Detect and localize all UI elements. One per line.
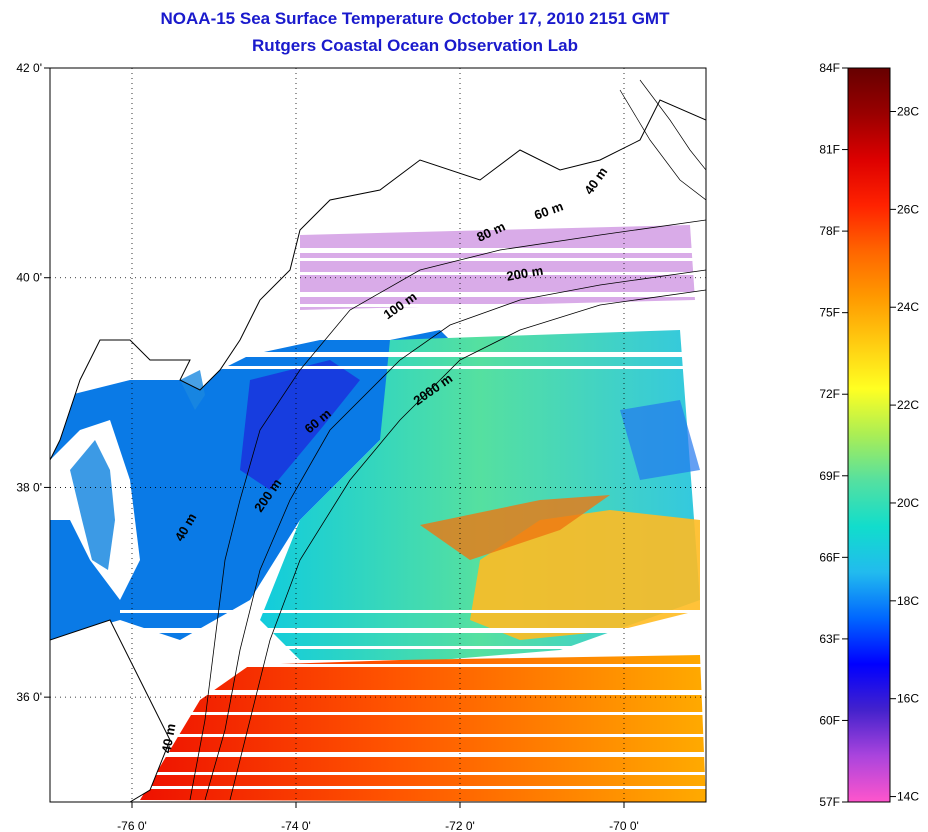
temperature-colorbar: 84F 81F 78F 75F 72F 69F 66F 63F 60F 57F 28C 26C 24C 2…: [819, 61, 919, 809]
colorbar-f-label: 66F: [819, 550, 840, 564]
swath-gap-stripe: [120, 772, 706, 775]
swath-gap-stripe: [120, 366, 706, 369]
isobath-label: 40 m: [159, 722, 179, 754]
sst-north-purple-band: [300, 225, 695, 310]
coastline: [50, 99, 706, 461]
title-line-1: NOAA-15 Sea Surface Temperature October …: [160, 9, 670, 28]
lon-tick-label: -72 0': [445, 819, 475, 832]
colorbar-c-label: 22C: [897, 398, 919, 412]
sst-offshore-blue-band: [620, 400, 700, 480]
colorbar-f-label: 84F: [819, 61, 840, 75]
sst-shelf-water: [50, 330, 470, 640]
lat-tick-label: 40 0': [16, 271, 42, 285]
lat-tick-label: 38 0': [16, 480, 42, 494]
sst-warm-eddy: [470, 510, 700, 640]
colorbar-f-label: 78F: [819, 224, 840, 238]
swath-gap-stripe: [120, 258, 706, 261]
sst-warm-filament: [420, 495, 610, 560]
swath-gap-stripes: [120, 248, 706, 789]
lon-tick-label: -76 0': [117, 819, 147, 832]
swath-gap-stripe: [120, 752, 706, 757]
swath-gap-stripe: [120, 734, 706, 737]
colorbar-c-label: 20C: [897, 496, 919, 510]
colorbar-c-label: 26C: [897, 202, 919, 216]
coastline-south: [50, 619, 171, 802]
latitude-axis: 42 0' 40 0' 38 0' 36 0': [16, 61, 50, 704]
swath-gap-stripe: [120, 646, 706, 649]
swath-gap-stripe: [120, 712, 706, 715]
swath-gap-stripe: [120, 664, 706, 667]
colorbar-c-label: 16C: [897, 692, 919, 706]
carolina-coast-land: [50, 620, 170, 802]
colorbar-f-label: 69F: [819, 469, 840, 483]
isobath-lines-2000m: [229, 289, 706, 801]
colorbar-c-label: 24C: [897, 300, 919, 314]
colorbar-c-label: 28C: [897, 104, 919, 118]
title-line-2: Rutgers Coastal Ocean Observation Lab: [252, 36, 578, 55]
swath-gap-stripe: [120, 272, 706, 275]
isobath-label: 200 m: [505, 263, 544, 284]
lon-tick-label: -70 0': [609, 819, 639, 832]
swath-gap-stripe: [120, 610, 706, 613]
land-mass: [50, 68, 706, 460]
swath-gap-stripe: [120, 352, 706, 357]
isobath-lines-north: [189, 219, 706, 801]
colorbar-c-label: 18C: [897, 594, 919, 608]
swath-gap-stripe: [120, 690, 706, 695]
delaware-bay-water: [180, 370, 205, 410]
colorbar-f-label: 81F: [819, 143, 840, 157]
swath-gap-stripe: [120, 304, 706, 307]
swath-gap-stripe: [120, 248, 706, 253]
lat-tick-label: 42 0': [16, 61, 42, 75]
lon-tick-label: -74 0': [281, 819, 311, 832]
colorbar-gradient: [847, 67, 891, 803]
colorbar-f-label: 75F: [819, 306, 840, 320]
swath-gap-stripe: [120, 318, 706, 321]
sst-cold-coastal-core: [240, 360, 360, 490]
isobath-lines-northeast: [619, 79, 706, 201]
isobath-label: 60 m: [532, 198, 565, 222]
colorbar-f-label: 57F: [819, 795, 840, 809]
colorbar-f-label: 60F: [819, 713, 840, 727]
colorbar-c-label: 14C: [897, 790, 919, 804]
swath-gap-stripe: [120, 786, 706, 789]
colorbar-f-label: 63F: [819, 632, 840, 646]
colorbar-f-label: 72F: [819, 387, 840, 401]
lat-tick-label: 36 0': [16, 690, 42, 704]
longitude-axis: -76 0' -74 0' -72 0' -70 0': [117, 802, 639, 832]
swath-gap-stripe: [120, 292, 706, 297]
map-frame: [49, 67, 707, 803]
bay-water: [70, 440, 115, 570]
swath-gap-stripe: [120, 628, 706, 633]
isobath-lines-100m: [204, 269, 706, 801]
isobath-label: 40 m: [581, 164, 610, 197]
